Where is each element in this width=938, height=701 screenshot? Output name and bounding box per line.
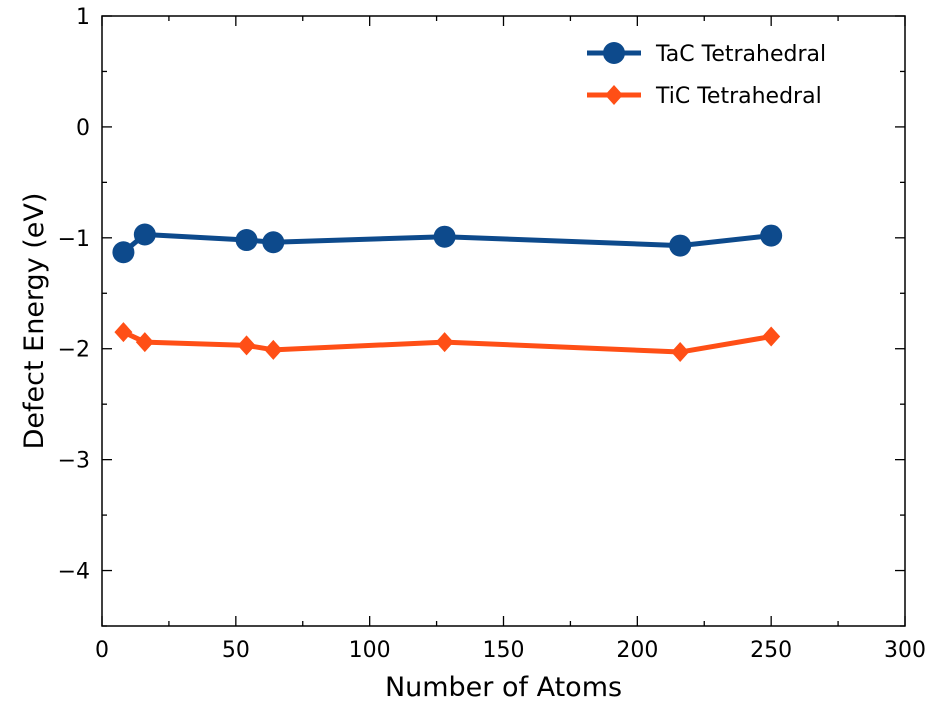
series-1 — [112, 223, 783, 264]
legend-item: TaC Tetrahedral — [587, 42, 826, 67]
data-point — [133, 223, 156, 246]
x-tick-label: 200 — [616, 638, 658, 663]
x-tick-label: 100 — [349, 638, 391, 663]
x-tick-label: 0 — [95, 638, 109, 663]
data-point — [112, 241, 135, 264]
data-point — [671, 342, 690, 363]
y-tick-label: −3 — [58, 449, 90, 474]
data-point — [433, 225, 456, 248]
data-point — [237, 335, 256, 356]
x-tick-label: 150 — [483, 638, 525, 663]
y-axis: 1 0 −1 −2 −3 −4 — [58, 5, 905, 627]
data-point — [435, 332, 454, 353]
legend-label: TaC Tetrahedral — [655, 42, 826, 67]
y-tick-label: −2 — [58, 338, 90, 363]
series-layer — [112, 223, 783, 363]
data-point — [235, 229, 258, 252]
data-point — [762, 326, 781, 347]
series-2 — [114, 322, 781, 363]
y-tick-label: −4 — [58, 560, 90, 585]
data-point — [135, 332, 154, 353]
y-tick-label: 0 — [76, 116, 90, 141]
y-tick-label: −1 — [58, 227, 90, 252]
legend-label: TiC Tetrahedral — [655, 84, 822, 109]
data-point — [262, 231, 285, 254]
x-tick-label: 50 — [222, 638, 250, 663]
data-point — [760, 224, 783, 247]
data-point — [114, 322, 133, 343]
x-tick-label: 250 — [750, 638, 792, 663]
y-axis-label: Defect Energy (eV) — [19, 193, 50, 450]
legend-marker — [603, 42, 625, 64]
data-point — [669, 234, 692, 257]
x-axis-label: Number of Atoms — [385, 672, 622, 701]
legend-item: TiC Tetrahedral — [587, 84, 822, 109]
legend-marker — [605, 85, 623, 105]
y-tick-label: 1 — [76, 5, 90, 30]
legend: TaC Tetrahedral TiC Tetrahedral — [587, 42, 826, 109]
x-axis: 0 50 100 150 200 250 300 — [95, 16, 926, 663]
x-tick-label: 300 — [884, 638, 926, 663]
data-point — [264, 339, 283, 360]
